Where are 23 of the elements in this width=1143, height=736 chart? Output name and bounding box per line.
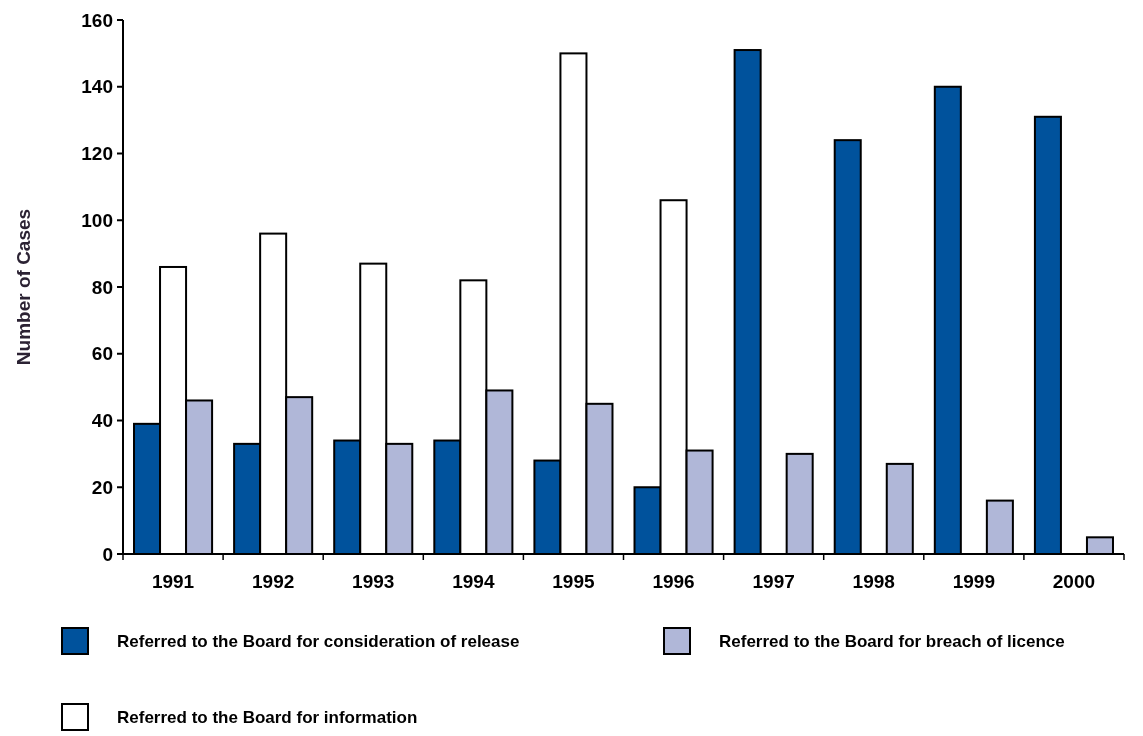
x-tick-label: 1996 (652, 571, 695, 592)
y-tick-label: 40 (91, 410, 113, 432)
legend-label: Referred to the Board for consideration of release (117, 631, 520, 651)
y-axis-title: Number of Cases (13, 208, 34, 366)
x-tick-label: 1994 (452, 571, 495, 592)
y-tick-label: 120 (81, 143, 113, 165)
y-tick-label: 160 (81, 9, 113, 31)
y-tick-label: 60 (91, 343, 113, 365)
x-tick-label: 1997 (752, 571, 795, 592)
x-tick-label: 1991 (151, 571, 195, 592)
x-tick-label: 1995 (552, 571, 596, 592)
x-tick-label: 1993 (352, 571, 395, 592)
x-tick-label: 2000 (1052, 571, 1096, 592)
legend-label: Referred to the Board for information (117, 707, 418, 727)
legend-label: Referred to the Board for breach of licence (719, 631, 1065, 651)
y-tick-label: 0 (102, 543, 113, 565)
y-tick-label: 20 (91, 476, 113, 498)
y-tick-label: 80 (91, 276, 113, 298)
y-tick-label: 140 (81, 76, 113, 98)
y-tick-label: 100 (81, 209, 113, 231)
x-tick-label: 1992 (252, 571, 295, 592)
x-tick-label: 1998 (852, 571, 895, 592)
x-tick-label: 1999 (952, 571, 995, 592)
